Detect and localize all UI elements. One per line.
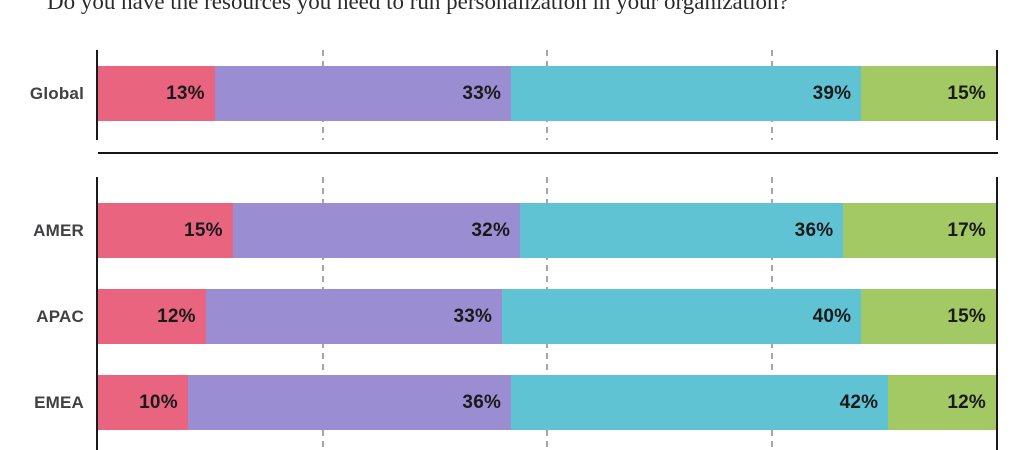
bar-segment-1: 12% [98,289,206,344]
chart-separator-rule [98,152,998,154]
bar-segment-1: 13% [98,66,215,121]
value-label: 15% [947,82,986,104]
right-axis-line [996,50,998,140]
value-label: 33% [453,305,493,327]
regions-chart-rows: AMER 15% 32% 36% 17% APAC 12% 33% 40% 15% EMEA 10% 3… [33,203,996,430]
regions-chart-plot: AMER 15% 32% 36% 17% APAC 12% 33% 40% 15% EMEA 10% 3… [33,177,998,450]
bar-segment-3: 40% [502,289,862,344]
bar-row-apac: APAC 12% 33% 40% 15% [36,289,996,344]
value-label: 32% [471,219,511,241]
value-label: 39% [812,82,852,104]
row-label: EMEA [34,392,84,412]
value-label: 12% [157,305,196,327]
value-label: 10% [139,391,178,413]
bar-segment-1: 15% [98,203,233,258]
bar-segment-2: 32% [232,203,521,258]
value-label: 33% [462,82,502,104]
value-label: 42% [839,391,879,413]
bar-row-global: Global 13% 33% 39% 15% [30,66,996,121]
bar-segment-3: 39% [511,66,862,121]
global-chart-rows: Global 13% 33% 39% 15% [30,66,996,121]
bar-segment-2: 33% [205,289,503,344]
row-label: Global [29,83,84,103]
bar-segment-4: 15% [861,66,996,121]
value-label: 13% [166,82,205,104]
bar-segment-4: 15% [861,289,996,344]
row-label: AMER [33,220,84,240]
chart-title: Do you have the resources you need to ru… [47,0,789,14]
value-label: 36% [794,219,834,241]
bar-row-amer: AMER 15% 32% 36% 17% [33,203,996,258]
bar-segment-1: 10% [98,375,188,430]
bar-row-emea: EMEA 10% 36% 42% 12% [34,375,996,430]
value-label: 15% [947,305,986,327]
row-label: APAC [36,306,84,326]
bar-segment-3: 36% [520,203,844,258]
left-axis-line [96,177,98,450]
value-label: 36% [462,391,502,413]
bar-segment-4: 17% [843,203,996,258]
bar-segment-2: 33% [214,66,512,121]
left-axis-line [96,50,98,140]
value-label: 12% [947,391,986,413]
right-axis-line [996,177,998,450]
value-label: 40% [812,305,852,327]
value-label: 17% [947,219,986,241]
bar-segment-4: 12% [888,375,996,430]
bar-segment-3: 42% [511,375,889,430]
global-chart-plot: Global 13% 33% 39% 15% [30,50,998,140]
bar-segment-2: 36% [187,375,512,430]
value-label: 15% [184,219,223,241]
